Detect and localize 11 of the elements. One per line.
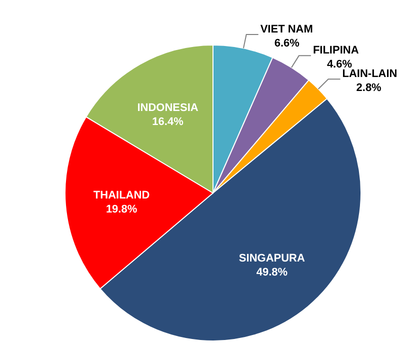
slice-label: SINGAPURA — [238, 252, 305, 264]
data-label: 16.4% — [152, 116, 184, 128]
slice-label: THAILAND — [93, 189, 150, 202]
data-label: 2.8% — [356, 82, 382, 94]
slice-label: INDONESIA — [137, 102, 198, 114]
slice-label: VIET NAM — [260, 23, 313, 36]
slice-label: LAIN-LAIN — [342, 68, 398, 80]
data-label: 19.8% — [106, 203, 138, 216]
data-label: 6.6% — [274, 37, 300, 50]
data-label: 49.8% — [256, 266, 288, 278]
slice-label: FILIPINA — [312, 44, 359, 57]
